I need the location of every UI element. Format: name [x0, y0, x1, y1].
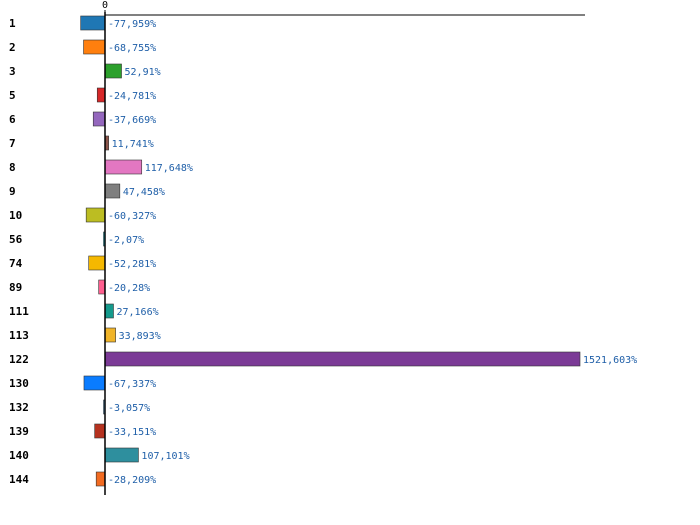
bar-113 [104, 327, 116, 343]
value-label-132: -3,057% [108, 403, 150, 414]
category-label-132: 132 [9, 401, 29, 414]
value-label-6: -37,669% [108, 115, 156, 126]
category-label-74: 74 [9, 257, 23, 270]
category-label-140: 140 [9, 449, 29, 462]
category-label-6: 6 [9, 113, 16, 126]
value-label-7: 11,741% [112, 139, 154, 150]
category-label-56: 56 [9, 233, 23, 246]
category-label-2: 2 [9, 41, 16, 54]
category-label-113: 113 [9, 329, 29, 342]
category-label-111: 111 [9, 305, 29, 318]
category-label-89: 89 [9, 281, 22, 294]
category-label-9: 9 [9, 185, 16, 198]
category-label-8: 8 [9, 161, 16, 174]
category-label-130: 130 [9, 377, 29, 390]
bar-89 [98, 279, 106, 295]
bar-2 [83, 39, 106, 55]
value-label-89: -20,28% [108, 283, 150, 294]
bar-9 [104, 183, 121, 199]
value-label-1: -77,959% [108, 19, 156, 30]
category-label-7: 7 [9, 137, 16, 150]
value-label-144: -28,209% [108, 475, 156, 486]
value-label-9: 47,458% [123, 187, 165, 198]
bar-10 [85, 207, 106, 223]
value-label-74: -52,281% [108, 259, 156, 270]
bars-group [80, 15, 581, 487]
bar-6 [92, 111, 106, 127]
bar-74 [88, 255, 106, 271]
bar-1 [80, 15, 106, 31]
value-label-113: 33,893% [119, 331, 161, 342]
bar-5 [96, 87, 106, 103]
value-label-122: 1521,603% [583, 355, 637, 366]
category-label-122: 122 [9, 353, 29, 366]
bar-122 [104, 351, 581, 367]
value-labels: -77,959% -68,755% 52,91% -24,781% -37,669% 11… [108, 19, 637, 486]
category-label-1: 1 [9, 17, 16, 30]
bar-139 [94, 423, 106, 439]
category-label-144: 144 [9, 473, 29, 486]
category-label-10: 10 [9, 209, 22, 222]
value-label-10: -60,327% [108, 211, 156, 222]
bar-144 [95, 471, 106, 487]
category-label-5: 5 [9, 89, 16, 102]
bar-130 [83, 375, 106, 391]
bar-3 [104, 63, 122, 79]
category-label-139: 139 [9, 425, 29, 438]
category-label-3: 3 [9, 65, 16, 78]
value-label-8: 117,648% [145, 163, 193, 174]
bar-111 [104, 303, 114, 319]
zero-tick-label: 0 [102, 0, 108, 11]
value-label-5: -24,781% [108, 91, 156, 102]
value-label-130: -67,337% [108, 379, 156, 390]
bar-8 [104, 159, 143, 175]
bar-140 [104, 447, 139, 463]
value-label-3: 52,91% [125, 67, 161, 78]
value-label-56: -2,07% [108, 235, 144, 246]
value-label-139: -33,151% [108, 427, 156, 438]
value-label-2: -68,755% [108, 43, 156, 54]
value-label-111: 27,166% [116, 307, 158, 318]
value-label-140: 107,101% [141, 451, 189, 462]
